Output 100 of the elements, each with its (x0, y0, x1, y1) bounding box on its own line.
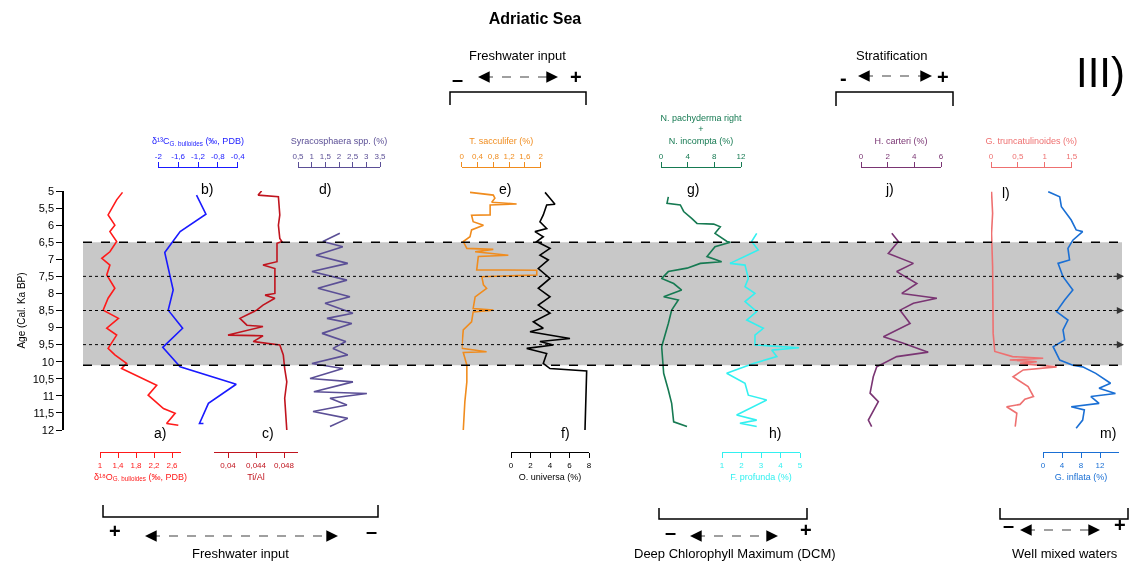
x-tick-label: 0,4 (471, 151, 484, 161)
x-tick-label: 4 (778, 460, 784, 470)
text: + (1114, 514, 1126, 536)
x-tick-label: 1 (97, 460, 103, 470)
annotation: l) (1002, 185, 1010, 201)
x-axis-title: H. carteri (%) (874, 136, 928, 147)
x-axis-title: O. universa (%) (518, 471, 582, 482)
x-tick-label: 6 (567, 460, 573, 470)
annotation: f) (561, 425, 570, 441)
x-tick-label: 1 (1042, 151, 1048, 161)
chart-title: Adriatic Sea (488, 9, 582, 27)
x-tick-label: 4 (912, 151, 918, 161)
y-tick-label: 5,5 (38, 201, 55, 214)
y-tick-label: 7,5 (38, 270, 55, 283)
x-tick-label: -0,8 (210, 151, 226, 161)
x-tick-label: -0,4 (230, 151, 246, 161)
y-tick-label: 8 (47, 287, 55, 300)
text: Stratification (856, 48, 928, 63)
x-tick-label: 0,8 (487, 151, 500, 161)
annotation: a) (154, 425, 167, 441)
x-tick-label: 6 (938, 151, 944, 161)
y-tick-label: 10,5 (32, 372, 55, 385)
x-tick-label: 4 (1059, 460, 1065, 470)
x-tick-label: 8 (1078, 460, 1084, 470)
text: – (452, 68, 464, 90)
x-tick-label: 2 (885, 151, 891, 161)
x-axis-title: Syracosphaera spp. (%) (290, 136, 388, 147)
y-tick-label: 10 (41, 355, 55, 368)
x-tick-label: -1,6 (171, 151, 186, 161)
x-tick-label: 1 (719, 460, 725, 470)
x-axis-title: δ¹³C$_{G. bulloides}$ (‰, PDB) (152, 136, 244, 147)
y-tick-label: 6,5 (38, 236, 55, 249)
x-tick-label: 2 (538, 151, 544, 161)
x-tick-label: 0,5 (1012, 151, 1025, 161)
x-tick-label: 2 (528, 460, 534, 470)
x-tick-label: 3 (758, 460, 764, 470)
x-tick-label: 2,2 (148, 460, 161, 470)
y-axis-title: Age (Cal. Ka BP) (16, 272, 28, 349)
x-tick-label: 12 (736, 151, 746, 161)
x-tick-label: 0 (508, 460, 514, 470)
y-tick-label: 9 (47, 321, 55, 334)
y-tick-label: 9,5 (38, 338, 55, 351)
x-tick-label: 1,8 (130, 460, 143, 470)
annotation: d) (319, 181, 332, 197)
x-tick-label: 2 (336, 151, 342, 161)
y-tick-label: 11 (42, 389, 55, 402)
x-tick-label: 0 (1040, 460, 1046, 470)
x-tick-label: 0,04 (220, 460, 237, 470)
x-axis-title: G. inflata (%) (1054, 471, 1108, 482)
line-series (101, 191, 180, 427)
annotation: j) (885, 181, 894, 197)
y-tick-label: 8,5 (38, 304, 55, 317)
annotation: e) (499, 181, 512, 197)
text: + (800, 519, 812, 541)
y-tick-label: 7 (47, 253, 55, 266)
text: – (366, 520, 378, 542)
x-tick-label: 0 (858, 151, 864, 161)
x-axis-title: N. pachyderma right + N. incompta (%) (660, 112, 743, 147)
annotation: c) (262, 425, 274, 441)
x-axis-title: δ¹⁸O$_{G. bulloides}$ (‰, PDB) (93, 471, 188, 483)
text: III) (1076, 49, 1125, 96)
x-tick-label: 1,5 (1066, 151, 1078, 161)
text: Deep Chlorophyll Maximum (DCM) (634, 546, 836, 561)
annotation: b) (201, 181, 214, 197)
text: Well mixed waters (1012, 546, 1118, 561)
x-tick-label: -2 (154, 151, 163, 161)
x-tick-label: 1,5 (319, 151, 332, 161)
x-axis-title: G. truncatulinoides (%) (985, 136, 1078, 147)
annotation: m) (1100, 425, 1117, 441)
x-tick-label: 0 (988, 151, 994, 161)
text: Freshwater input (192, 546, 290, 561)
x-tick-label: 0,5 (292, 151, 305, 161)
text: – (1003, 514, 1015, 536)
text: + (570, 66, 582, 88)
x-tick-label: 8 (712, 151, 718, 161)
x-tick-label: 3,5 (374, 151, 387, 161)
text: Freshwater input (469, 48, 567, 63)
x-tick-label: 0,048 (273, 460, 295, 470)
x-tick-label: 1,2 (503, 151, 516, 161)
x-tick-label: 2,6 (166, 460, 179, 470)
y-tick-label: 11,5 (33, 406, 55, 419)
x-tick-label: 0 (658, 151, 664, 161)
x-tick-label: -1,2 (191, 151, 206, 161)
x-tick-label: 0 (459, 151, 465, 161)
x-tick-label: 1,6 (519, 151, 532, 161)
x-axis-title: T. sacculifer (%) (469, 136, 534, 147)
x-tick-label: 8 (586, 460, 592, 470)
y-tick-label: 5 (47, 184, 55, 197)
x-tick-label: 1,4 (112, 460, 125, 470)
x-tick-label: 12 (1095, 460, 1105, 470)
annotation: h) (769, 425, 782, 441)
x-tick-label: 5 (797, 460, 803, 470)
x-tick-label: 3 (364, 151, 370, 161)
y-tick-label: 12 (41, 423, 55, 436)
x-tick-label: 2,5 (347, 151, 359, 161)
x-tick-label: 1 (309, 151, 315, 161)
x-tick-label: 4 (547, 460, 553, 470)
x-tick-label: 2 (739, 460, 745, 470)
text: + (109, 520, 121, 542)
x-tick-label: 4 (685, 151, 691, 161)
